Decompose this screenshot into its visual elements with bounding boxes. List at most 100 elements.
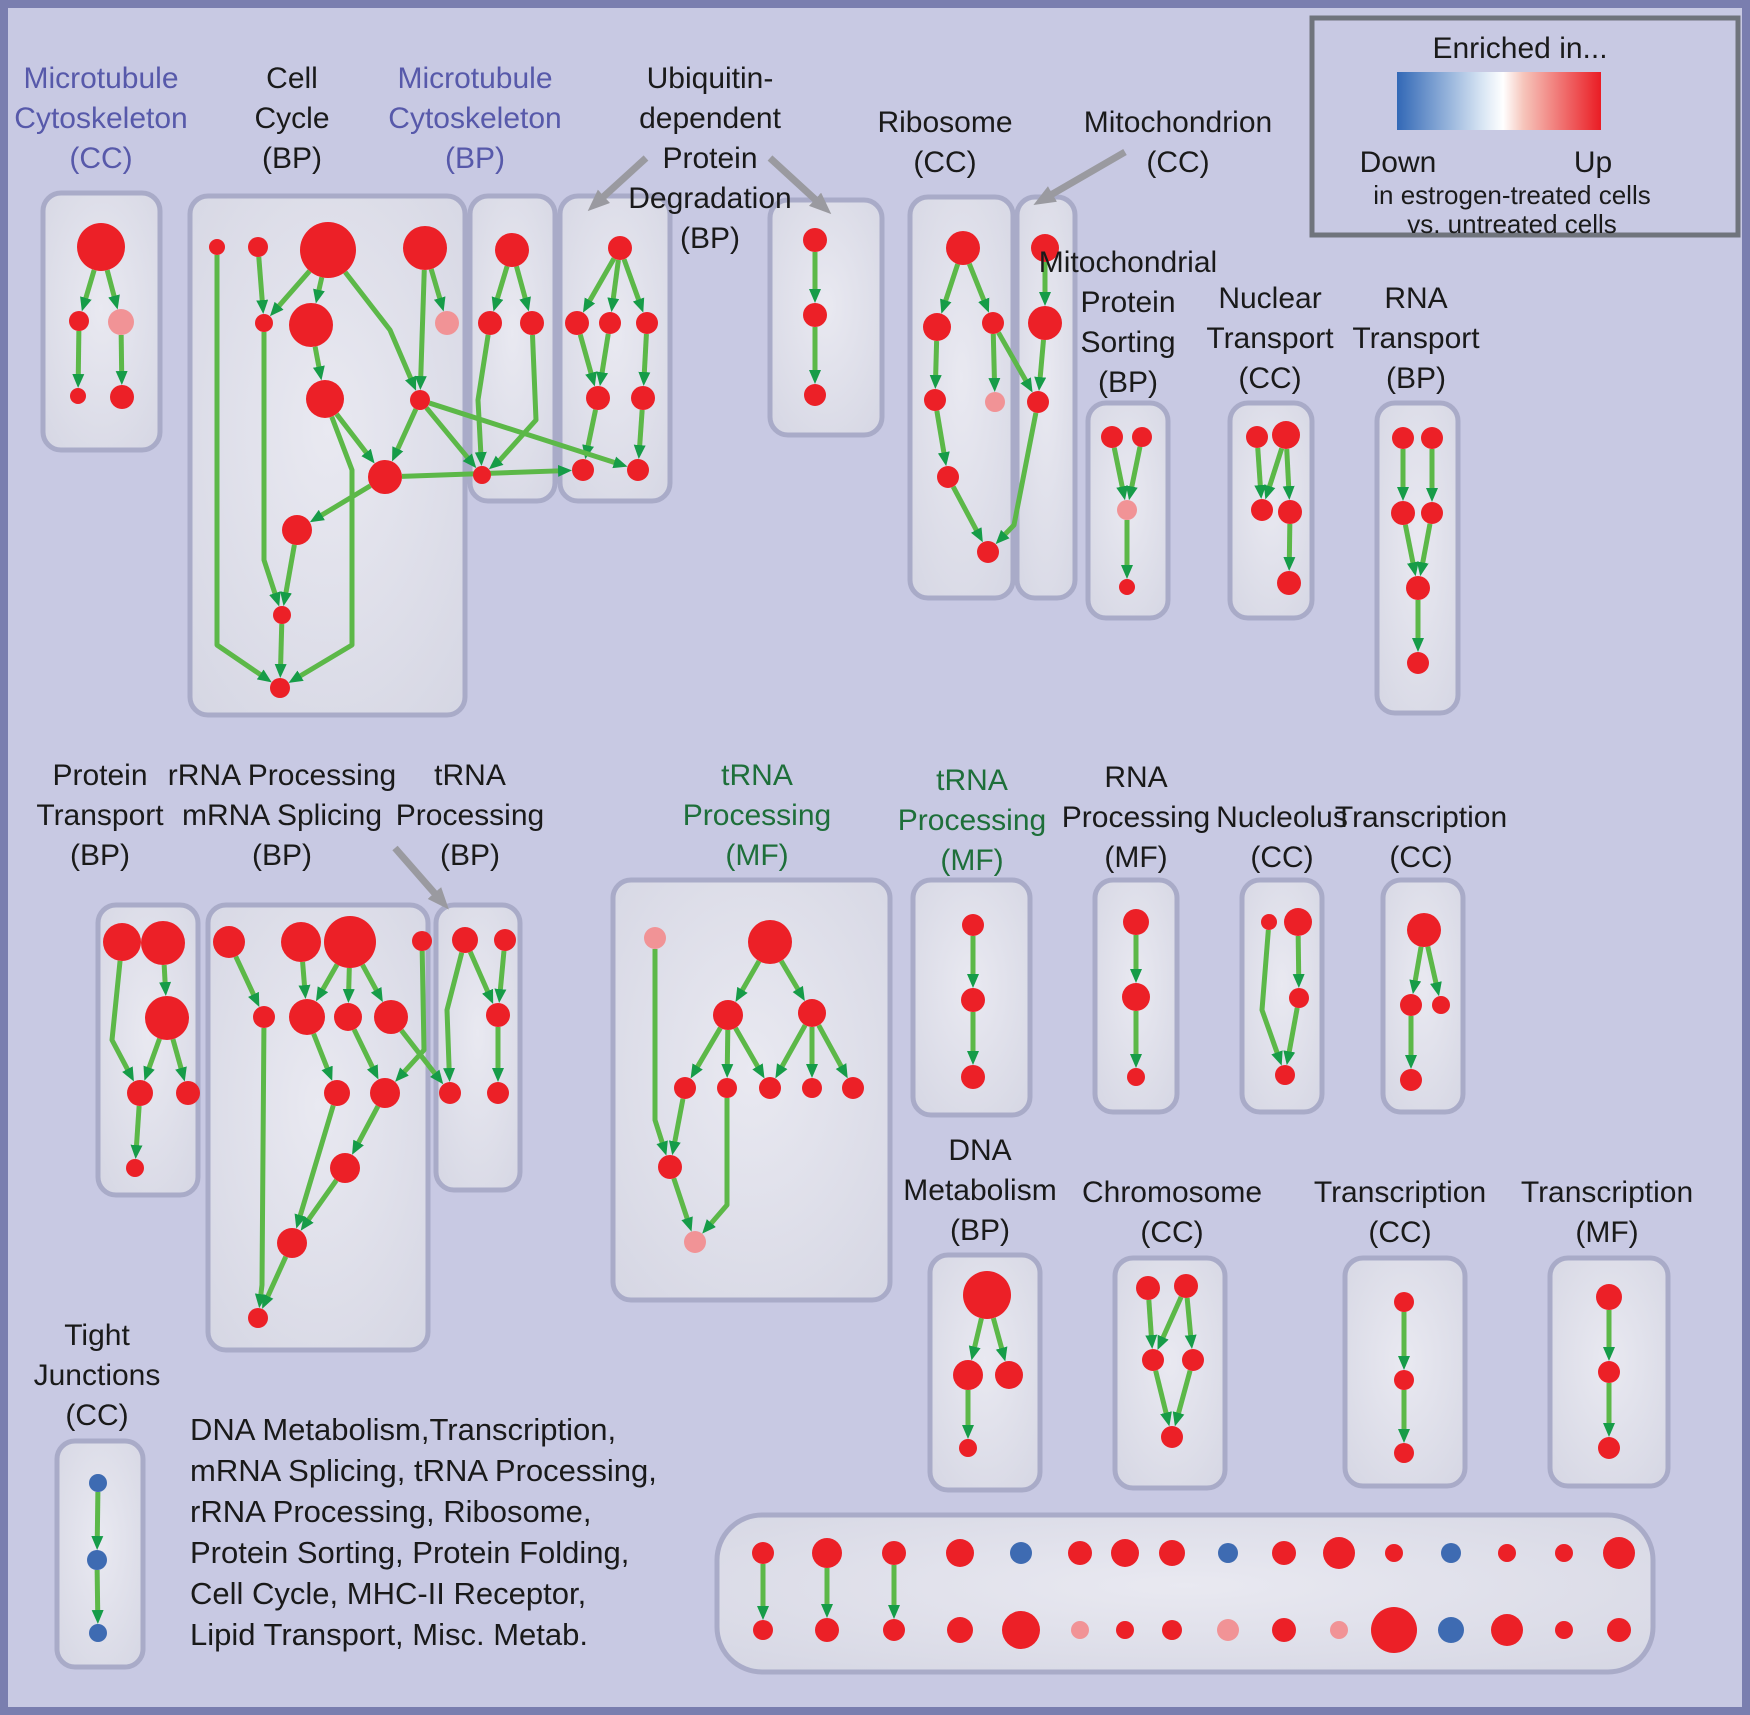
go-term-node: [1394, 1370, 1414, 1390]
edge-arrow: [474, 334, 491, 467]
label-trna-mf-large-line-3: (MF): [725, 839, 788, 872]
go-term-node: [1400, 994, 1422, 1016]
go-term-node: [213, 926, 245, 958]
edge-arrow: [80, 269, 97, 312]
go-term-node: [627, 459, 649, 481]
go-term-node: [924, 389, 946, 411]
go-term-node: [1275, 1065, 1295, 1085]
label-trna-mf-large-line-1: tRNA: [721, 759, 793, 792]
go-term-node: [977, 541, 999, 563]
go-term-node: [70, 388, 86, 404]
edge-arrow: [1184, 1297, 1197, 1350]
legend-title: Enriched in...: [1432, 32, 1607, 65]
label-trna-bp-line-2: Processing: [396, 799, 544, 832]
go-term-node: [69, 311, 89, 331]
go-term-node: [1117, 500, 1137, 520]
go-term-node: [1272, 421, 1300, 449]
go-term-node: [255, 314, 273, 332]
go-term-node: [1132, 427, 1152, 447]
go-term-node: [1498, 1544, 1516, 1562]
go-term-node: [1596, 1284, 1622, 1310]
go-term-node: [89, 1624, 107, 1642]
go-term-node: [1555, 1621, 1573, 1639]
edge-arrow: [352, 1105, 381, 1155]
label-tight-junctions-line-1: Tight: [64, 1319, 130, 1352]
edge-arrow: [309, 483, 372, 523]
cluster-box-microtubule-cc: [40, 190, 163, 453]
edge-arrow: [988, 333, 1001, 393]
edge-arrow: [143, 1037, 162, 1081]
label-rrna-line-2: mRNA Splicing: [182, 799, 382, 832]
legend-condition-line-1: in estrogen-treated cells: [1373, 180, 1650, 210]
go-term-node: [803, 303, 827, 327]
edge-arrow: [262, 1255, 289, 1309]
go-term-node: [370, 1078, 400, 1108]
go-term-node: [1407, 913, 1441, 947]
go-term-node: [1116, 1621, 1134, 1639]
go-term-node: [995, 1361, 1023, 1389]
label-rrna-line-1: rRNA Processing: [168, 759, 396, 792]
go-term-node: [289, 999, 325, 1035]
go-term-node: [439, 1082, 461, 1104]
go-term-node: [1421, 502, 1443, 524]
go-term-node: [126, 1159, 144, 1177]
edge-arrow: [735, 959, 762, 1002]
go-term-node: [1421, 427, 1443, 449]
edge-arrow: [494, 950, 507, 1004]
edge-arrow: [514, 265, 531, 312]
go-term-node: [947, 1617, 973, 1643]
go-term-node: [374, 1000, 408, 1034]
go-term-node: [953, 1360, 983, 1390]
go-term-node: [273, 606, 291, 624]
edge-arrow: [1153, 1370, 1172, 1427]
go-term-node: [804, 384, 826, 406]
edge-arrow: [392, 408, 419, 462]
go-term-node: [494, 929, 516, 951]
label-ubiquitin-line-1: Ubiquitin-: [647, 62, 774, 95]
edge-arrow: [966, 262, 990, 313]
cluster-box-rna-transport: [1374, 400, 1461, 716]
go-term-node: [410, 390, 430, 410]
label-tight-junctions-line-3: (CC): [65, 1399, 128, 1432]
go-term-node: [572, 459, 594, 481]
label-chromosome-line-2: (CC): [1140, 1216, 1203, 1249]
go-term-node: [412, 931, 432, 951]
go-term-node: [277, 1228, 307, 1258]
edge-arrow: [414, 269, 427, 391]
go-term-node: [1136, 1276, 1160, 1300]
edge-arrow: [596, 333, 611, 387]
label-rna-transport-line-1: RNA: [1384, 282, 1447, 315]
label-dna-metabolism-line-2: Metabolism: [903, 1174, 1056, 1207]
go-term-node: [1555, 1544, 1573, 1562]
label-nucleolus-line-1: Nucleolus: [1216, 801, 1348, 834]
label-protein-transport-line-1: Protein: [52, 759, 147, 792]
label-trna-mf-small-line-2: Processing: [898, 804, 1046, 837]
go-term-node: [87, 1550, 107, 1570]
go-term-node: [759, 1077, 781, 1099]
edge-arrow: [1259, 929, 1283, 1066]
go-term-node: [1392, 427, 1414, 449]
legend-condition-line-2: vs. untreated cells: [1407, 209, 1617, 239]
label-trna-mf-small-line-3: (MF): [940, 844, 1003, 877]
go-term-node: [842, 1077, 864, 1099]
edge-arrow: [294, 1104, 336, 1229]
edge-arrow: [995, 412, 1039, 545]
go-term-node: [717, 1078, 737, 1098]
go-term-node: [486, 1003, 510, 1027]
label-ribosome-line-2: (CC): [913, 146, 976, 179]
edge-arrow: [1125, 446, 1143, 501]
go-term-node: [959, 1439, 977, 1457]
go-term-node: [1603, 1537, 1635, 1569]
go-term-node: [324, 1080, 350, 1106]
edge-arrow: [312, 346, 325, 381]
edge-arrow: [733, 1026, 765, 1079]
label-transcription-cc-bottom-line-1: Transcription: [1314, 1176, 1486, 1209]
edge-arrow: [254, 1027, 267, 1309]
go-term-node: [1174, 1274, 1198, 1298]
edge-arrow: [1157, 1295, 1184, 1350]
cluster-box-misc-strip: [714, 1512, 1656, 1675]
edge-arrow: [940, 263, 961, 314]
go-term-node: [1182, 1349, 1204, 1371]
go-term-node: [982, 312, 1004, 334]
